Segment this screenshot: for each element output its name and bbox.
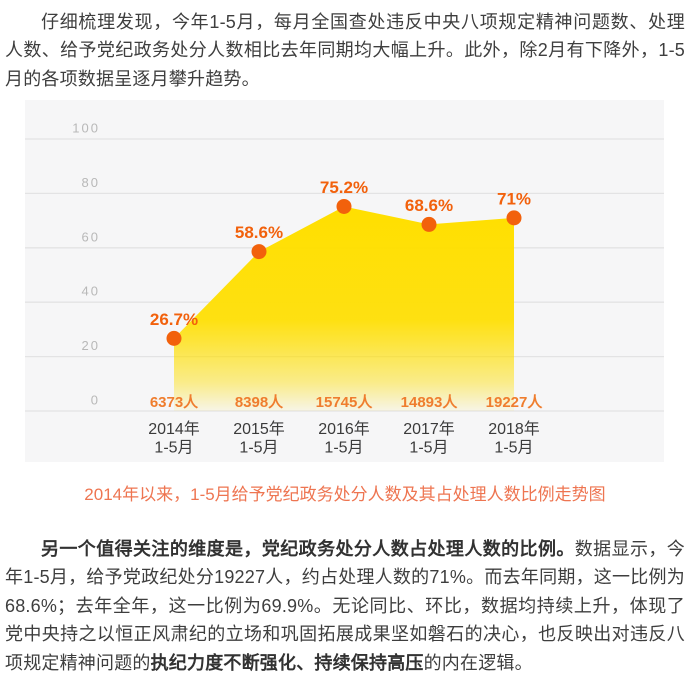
y-tick-label: 80 bbox=[82, 175, 100, 190]
y-tick-label: 0 bbox=[91, 393, 100, 408]
value-label: 8398人 bbox=[235, 394, 284, 411]
y-tick-label: 40 bbox=[82, 284, 100, 299]
value-label: 15745人 bbox=[316, 394, 374, 411]
intro-paragraph: 仔细梳理发现，今年1-5月，每月全国查处违反中央八项规定精神问题数、处理人数、给… bbox=[5, 12, 685, 89]
analysis-paragraph: 另一个值得关注的维度是，党纪政务处分人数占处理人数的比例。数据显示，今年1-5月… bbox=[5, 535, 685, 677]
x-tick-label: 2017年 bbox=[403, 420, 455, 438]
percent-label: 68.6% bbox=[405, 196, 453, 215]
trend-chart-panel: 100 80 60 40 20 0 26.7% 58.6% 75.2% 68.6% 71% 6373人… bbox=[25, 100, 664, 462]
y-tick-label: 20 bbox=[82, 338, 100, 353]
x-tick-label: 1-5月 bbox=[154, 440, 193, 457]
percent-label: 26.7% bbox=[150, 310, 198, 329]
x-tick-label: 1-5月 bbox=[324, 440, 363, 457]
value-label: 19227人 bbox=[486, 394, 544, 411]
analysis-lead-bold: 另一个值得关注的维度是，党纪政务处分人数占处理人数的比例。 bbox=[41, 539, 575, 559]
data-point bbox=[336, 198, 352, 214]
y-tick-label: 60 bbox=[82, 229, 100, 244]
area-fill bbox=[174, 206, 514, 411]
percent-label: 71% bbox=[497, 189, 531, 208]
x-tick-label: 2018年 bbox=[488, 420, 540, 438]
data-point bbox=[251, 244, 267, 260]
analysis-bold-2: 执纪力度不断强化、持续保持高压 bbox=[150, 652, 424, 673]
value-label: 14893人 bbox=[401, 394, 459, 411]
x-tick-label: 1-5月 bbox=[409, 440, 448, 457]
analysis-body-2: 的内在逻辑。 bbox=[423, 652, 533, 673]
chart-svg: 100 80 60 40 20 0 26.7% 58.6% 75.2% 68.6% 71% 6373人… bbox=[25, 121, 664, 457]
x-tick-label: 2015年 bbox=[233, 420, 285, 438]
x-tick-label: 1-5月 bbox=[239, 440, 278, 457]
percent-label: 75.2% bbox=[320, 178, 368, 197]
value-label: 6373人 bbox=[150, 394, 199, 411]
y-tick-label: 100 bbox=[72, 121, 100, 136]
x-tick-label: 2016年 bbox=[318, 420, 370, 438]
data-point bbox=[166, 330, 182, 346]
x-tick-label: 2014年 bbox=[148, 420, 200, 438]
x-tick-label: 1-5月 bbox=[494, 440, 533, 457]
analysis-body-1: 数据显示，今年1-5月，给予党政纪处分19227人，约占处理人数的71%。而去年… bbox=[5, 539, 686, 673]
percent-label: 58.6% bbox=[235, 223, 283, 242]
data-point bbox=[506, 210, 522, 226]
chart-caption: 2014年以来，1-5月给予党纪政务处分人数及其占处理人数比例走势图 bbox=[84, 485, 606, 504]
data-point bbox=[421, 216, 437, 232]
